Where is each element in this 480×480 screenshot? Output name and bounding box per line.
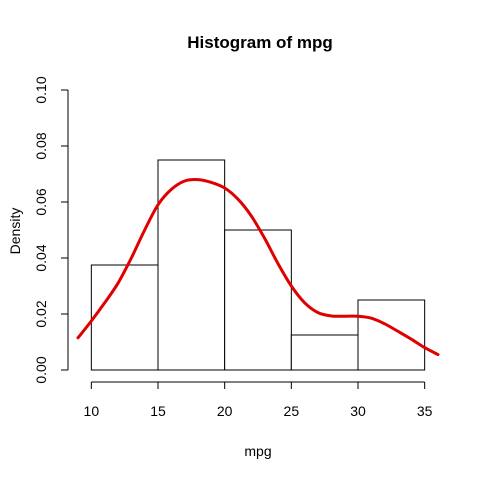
density-curve-0 xyxy=(76,177,440,357)
x-tick-label: 30 xyxy=(350,403,366,419)
y-tick-label: 0.00 xyxy=(33,356,49,383)
histogram-bar-3 xyxy=(290,334,359,371)
x-axis-label: mpg xyxy=(244,443,271,459)
y-tick-label: 0.06 xyxy=(33,188,49,215)
x-axis: 10 15 20 25 30 35 xyxy=(84,381,433,419)
x-tick-label: 35 xyxy=(417,403,433,419)
density-curves xyxy=(76,177,440,357)
y-tick-label: 0.02 xyxy=(33,300,49,327)
x-tick-label: 20 xyxy=(217,403,233,419)
y-axis: 0.00 0.02 0.04 0.06 0.08 0.10 xyxy=(33,76,69,384)
x-tick-label: 10 xyxy=(84,403,100,419)
y-tick-label: 0.04 xyxy=(33,244,49,271)
histogram-bar-0 xyxy=(90,264,159,371)
x-tick-label: 15 xyxy=(150,403,166,419)
histogram-bar-4 xyxy=(357,299,426,371)
chart-title: Histogram of mpg xyxy=(187,33,332,52)
x-tick-label: 25 xyxy=(284,403,300,419)
histogram-bar-1 xyxy=(157,159,226,371)
histogram-bar-2 xyxy=(224,229,292,371)
y-axis-label: Density xyxy=(7,208,23,255)
y-tick-label: 0.10 xyxy=(33,76,49,103)
histogram-bars xyxy=(90,159,426,371)
y-tick-label: 0.08 xyxy=(33,132,49,159)
